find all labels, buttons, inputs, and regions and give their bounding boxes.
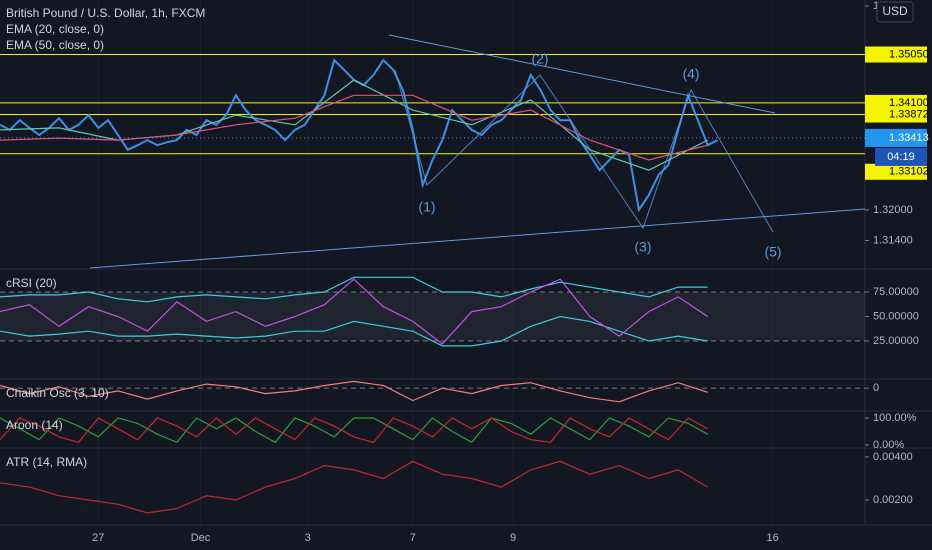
level-label-bg [865,106,927,123]
trend-line [388,34,776,114]
legend-entry: EMA (20, close, 0) [6,22,104,36]
series-line [0,276,708,303]
legend-entry: British Pound / U.S. Dollar, 1h, FXCM [6,6,205,20]
wave-label: (3) [634,239,651,255]
y-tick-label: 0.00200 [873,494,913,506]
level-label: 1.33872 [889,108,929,120]
y-tick-label: 50.00000 [873,310,919,322]
y-tick-label: 25.00000 [873,335,919,347]
x-tick-label: 16 [766,532,778,544]
x-tick-label: 27 [92,532,104,544]
wave-label: (1) [418,199,435,215]
wave-label: (2) [531,51,548,67]
x-tick-label: 7 [410,532,416,544]
panel-title: Aroon (14) [6,418,63,432]
series-line [0,94,708,161]
wave-drawings [89,34,866,269]
currency-bg [876,1,914,23]
panel-title: cRSI (20) [6,276,57,290]
last-price-label: 1.33413 [889,132,929,144]
panel-title: ATR (14, RMA) [6,455,87,469]
level-label: 1.35050 [889,48,929,60]
last-price-bg [865,128,927,147]
y-tick-label: 100.00% [873,412,917,424]
level-label: 1.34100 [889,97,929,109]
series-line [0,417,708,444]
panel-title: Chaikin Osc (3, 10) [6,386,109,400]
currency-label: USD [882,4,908,18]
wave-path [394,69,774,233]
series-line [0,417,708,443]
series-line [0,278,709,345]
y-tick-label: 1.32000 [873,204,913,216]
countdown: 04:19 [887,151,915,163]
countdown-bg [875,147,927,166]
y-tick-label: 0 [873,382,879,394]
x-tick-label: 9 [510,532,516,544]
level-label-bg [865,46,927,63]
y-tick-label: 75.00000 [873,286,919,298]
level-label-bg [865,163,927,180]
price-axis-bg [865,0,932,550]
series-line [0,79,708,171]
series-line [0,380,708,403]
wave-label: (4) [682,66,699,82]
trend-line [89,208,866,269]
series-line [0,315,708,347]
y-tick-label: 0.00400 [873,451,913,463]
series-line [0,460,709,514]
legend-entry: EMA (50, close, 0) [6,38,104,52]
y-tick-label: 1.31400 [873,234,913,246]
x-tick-label: Dec [191,532,211,544]
y-tick-label: 0.00% [873,439,904,451]
x-tick-label: 3 [305,532,311,544]
level-label: 1.33102 [889,166,929,178]
band-fill [0,291,865,341]
wave-label: (5) [764,244,781,260]
